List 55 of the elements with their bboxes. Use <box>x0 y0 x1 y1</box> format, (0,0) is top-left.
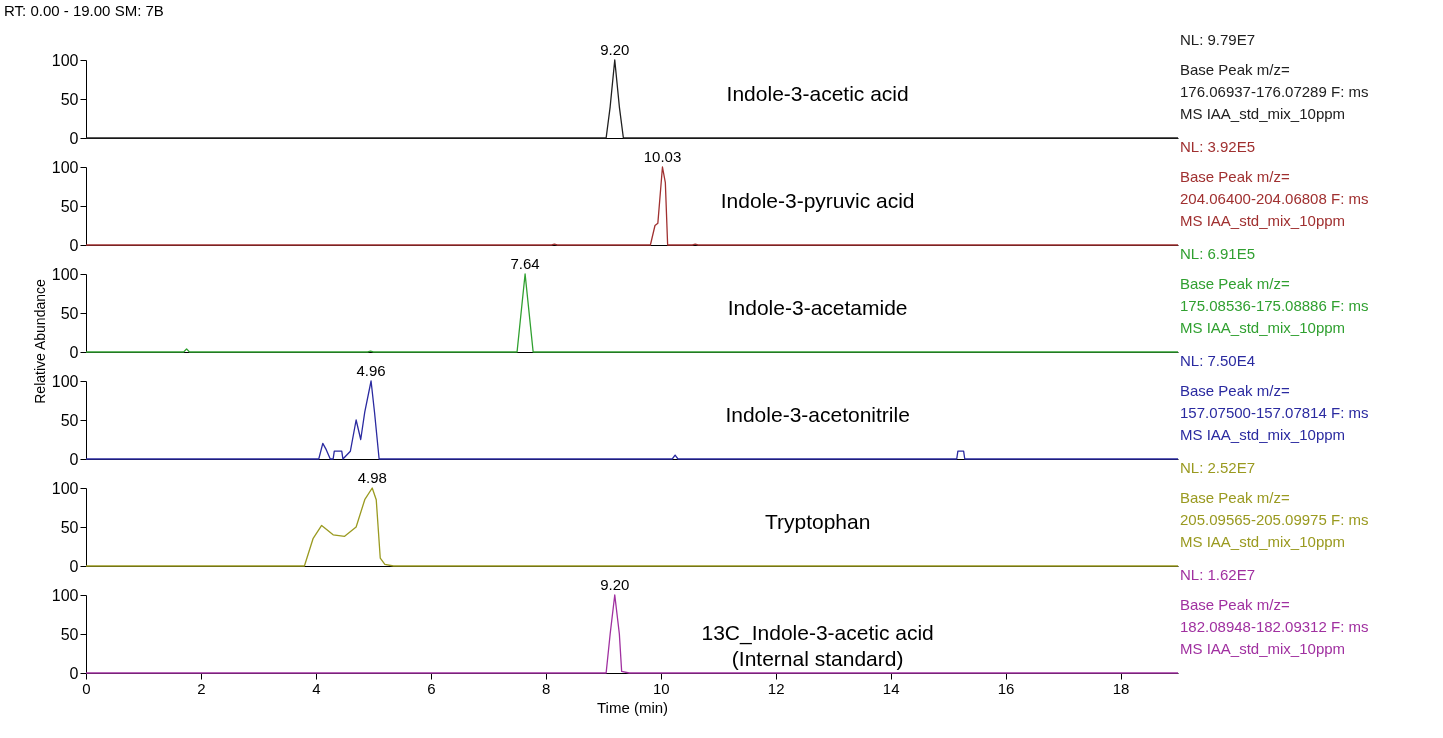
y-tick-label: 100 <box>51 158 79 176</box>
y-tick-label: 100 <box>51 51 79 69</box>
y-axis-title: Relative Abundance <box>31 279 48 404</box>
annotation: 7.64 <box>510 255 540 272</box>
annotation: Indole-3-pyruvic acid <box>720 189 915 213</box>
text: Base Peak m/z= 175.08536-175.08886 F: ms MS IAA_std_mix_10ppm <box>1180 275 1369 336</box>
x-tick-label: 2 <box>197 679 206 697</box>
annotation: Indole-3-acetonitrile <box>725 403 910 427</box>
x-tick-label: 6 <box>427 679 436 697</box>
text: Base Peak m/z= 204.06400-204.06808 F: ms MS IAA_std_mix_10ppm <box>1180 168 1369 229</box>
text: NL: 6.91E5 <box>1180 245 1256 262</box>
annotation: 4.96 <box>356 362 386 379</box>
text: Base Peak m/z= 157.07500-157.07814 F: ms MS IAA_std_mix_10ppm <box>1180 382 1369 443</box>
text: Base Peak m/z= 205.09565-205.09975 F: ms MS IAA_std_mix_10ppm <box>1180 489 1369 550</box>
x-tick-label: 12 <box>767 679 785 697</box>
x-tick-label: 4 <box>312 679 321 697</box>
y-tick-label: 0 <box>69 450 79 468</box>
y-tick-label: 50 <box>60 411 79 429</box>
annotation: 10.03 <box>643 148 682 165</box>
text: NL: 7.50E4 <box>1180 352 1256 369</box>
annotation: Tryptophan <box>764 510 871 534</box>
x-tick-label: 0 <box>82 679 91 697</box>
y-tick-label: 100 <box>51 586 79 604</box>
y-tick-label: 50 <box>60 304 79 322</box>
x-tick-label: 10 <box>652 679 670 697</box>
y-tick-label: 50 <box>60 90 79 108</box>
x-tick-label: 8 <box>542 679 551 697</box>
annotation: 4.98 <box>357 469 387 486</box>
y-tick-label: 0 <box>69 557 79 575</box>
annotation: Indole-3-acetamide <box>727 296 908 320</box>
text: NL: 1.62E7 <box>1180 566 1256 583</box>
text: NL: 3.92E5 <box>1180 138 1256 155</box>
y-tick-label: 100 <box>51 265 79 283</box>
annotation: 13C_Indole-3-acetic acid (Internal standard) <box>701 621 934 670</box>
chart-title: RT: 0.00 - 19.00 SM: 7B <box>4 2 164 19</box>
x-tick-label: 18 <box>1112 679 1130 697</box>
y-tick-label: 50 <box>60 625 79 643</box>
text: NL: 2.52E7 <box>1180 459 1256 476</box>
x-tick-label: 14 <box>882 679 900 697</box>
y-tick-label: 100 <box>51 372 79 390</box>
y-tick-label: 50 <box>60 197 79 215</box>
y-tick-label: 0 <box>69 343 79 361</box>
text: Base Peak m/z= 182.08948-182.09312 F: ms MS IAA_std_mix_10ppm <box>1180 596 1369 657</box>
x-axis-title: Time (min) <box>596 698 669 716</box>
y-tick-label: 0 <box>69 236 79 254</box>
annotation: Indole-3-acetic acid <box>726 82 909 106</box>
text: Base Peak m/z= 176.06937-176.07289 F: ms MS IAA_std_mix_10ppm <box>1180 61 1369 122</box>
text: NL: 9.79E7 <box>1180 31 1256 48</box>
y-tick-label: 0 <box>69 129 79 147</box>
y-tick-label: 50 <box>60 518 79 536</box>
y-tick-label: 100 <box>51 479 79 497</box>
annotation: 9.20 <box>600 41 630 58</box>
y-tick-label: 0 <box>69 664 79 682</box>
x-tick-label: 16 <box>997 679 1015 697</box>
annotation: 9.20 <box>600 576 630 593</box>
